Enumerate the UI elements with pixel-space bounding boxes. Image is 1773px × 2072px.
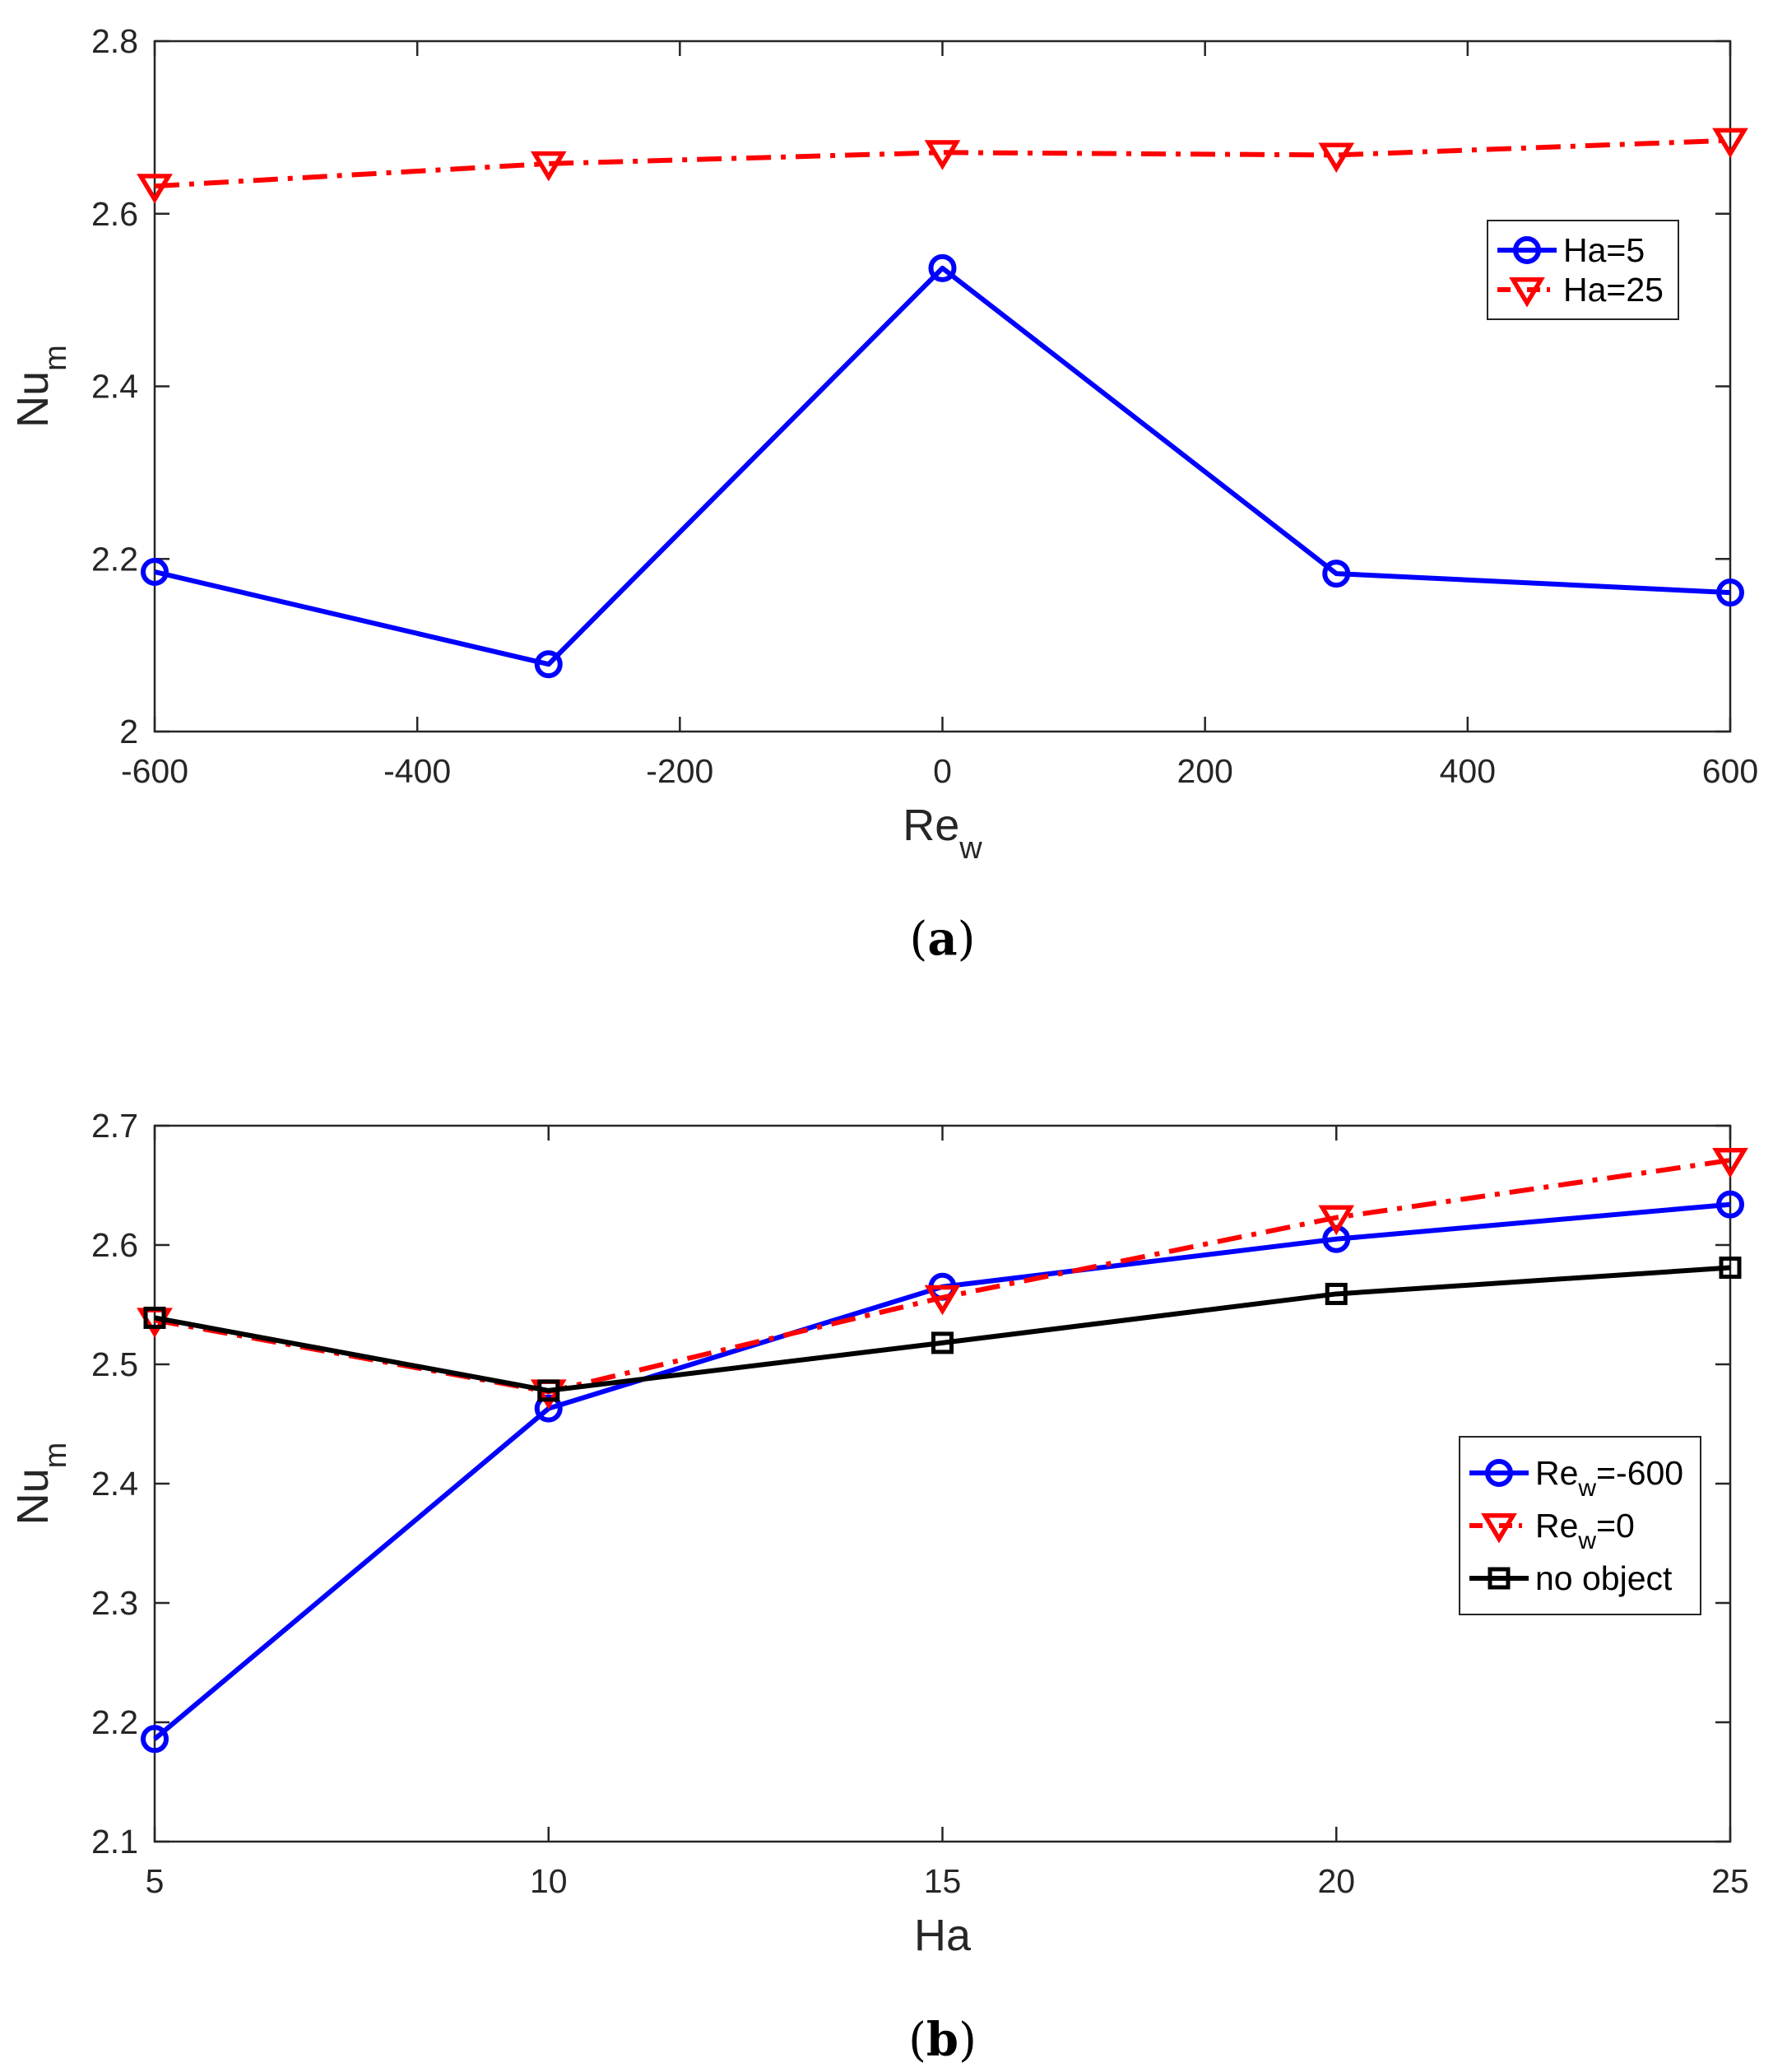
x-tick-label: -400 [383, 752, 451, 790]
x-tick-label: -600 [121, 752, 188, 790]
data-point [924, 140, 961, 170]
data-point [537, 1379, 560, 1402]
legend-marker [1481, 1513, 1517, 1544]
data-point [143, 1306, 166, 1329]
y-tick-label: 2.3 [91, 1584, 138, 1622]
legend-marker [1509, 277, 1545, 308]
data-point [931, 1331, 954, 1354]
x-tick-label: 600 [1702, 752, 1758, 790]
x-tick-label: 400 [1440, 752, 1496, 790]
data-point [534, 650, 563, 679]
data-point [1712, 1148, 1748, 1178]
series-line [154, 265, 1731, 667]
x-tick-label: 200 [1177, 752, 1232, 790]
x-axis-label: Ha [914, 1911, 972, 1960]
data-point [1719, 1257, 1742, 1280]
x-tick-label: 15 [924, 1862, 962, 1900]
y-tick-label: 2.5 [91, 1345, 138, 1383]
data-point [1322, 560, 1351, 588]
x-tick-label: -200 [646, 752, 713, 790]
legend-entry: Rew=0 [1535, 1507, 1635, 1554]
y-tick-label: 2.6 [91, 195, 138, 233]
data-point [530, 151, 567, 182]
x-tick-label: 25 [1711, 1862, 1749, 1900]
y-tick-label: 2.1 [91, 1823, 138, 1861]
x-tick-label: 5 [146, 1862, 165, 1900]
x-tick-label: 20 [1317, 1862, 1355, 1900]
legend-entry: Rew=-600 [1535, 1454, 1683, 1502]
data-point [924, 1285, 961, 1316]
y-tick-label: 2.4 [91, 368, 138, 406]
chart-panel-b: 5 10 15 20 25 2.1 2.2 2.3 2.4 2.5 2.6 2.7 Ha Num Rew=-… [8, 1107, 1749, 2067]
data-point [1318, 142, 1355, 173]
series-1 [137, 128, 1748, 204]
series-line [154, 1265, 1731, 1393]
data-point [141, 1725, 169, 1754]
legend-entry: no object [1535, 1559, 1673, 1597]
legend-entry: Ha=5 [1563, 231, 1645, 269]
series-2 [143, 1257, 1742, 1402]
x-tick-label: 0 [933, 752, 952, 790]
legend-box [1487, 220, 1679, 320]
data-point [1325, 1282, 1348, 1305]
y-tick-label: 2.8 [91, 22, 138, 60]
data-point [1712, 128, 1748, 159]
legend: Ha=5Ha=25 [1487, 220, 1679, 320]
data-point [137, 174, 173, 204]
chart-panel-a: -600 -400 -200 0 200 400 600 2 2.2 2.4 2.6 2.8 Rew Nu… [8, 22, 1758, 966]
y-tick-label: 2.2 [91, 540, 138, 578]
y-tick-label: 2.4 [91, 1465, 138, 1503]
plot-area [153, 39, 1732, 733]
x-axis-label: Rew [903, 801, 982, 866]
y-tick-label: 2.2 [91, 1703, 138, 1741]
y-axis-label: Num [8, 345, 73, 428]
y-tick-label: 2.7 [91, 1107, 138, 1145]
legend-marker [1488, 1567, 1511, 1590]
legend-entry: Ha=25 [1563, 271, 1664, 309]
legend: Rew=-600 Rew=0 no object [1459, 1436, 1701, 1615]
panel-label: (a) [909, 912, 975, 966]
legend-marker [1485, 1459, 1513, 1487]
data-point [928, 253, 957, 282]
series-0 [141, 253, 1744, 679]
data-point [534, 1394, 563, 1423]
panel-label: (b) [908, 2013, 977, 2067]
y-tick-label: 2.6 [91, 1226, 138, 1264]
data-point [141, 557, 169, 586]
data-point [1716, 1190, 1744, 1219]
y-tick-label: 2 [119, 713, 138, 750]
legend-marker [1513, 236, 1541, 264]
x-tick-label: 10 [530, 1862, 568, 1900]
y-axis-label: Num [8, 1443, 73, 1526]
data-point [1716, 578, 1744, 607]
series-line [154, 137, 1731, 189]
data-point [1318, 1205, 1355, 1236]
